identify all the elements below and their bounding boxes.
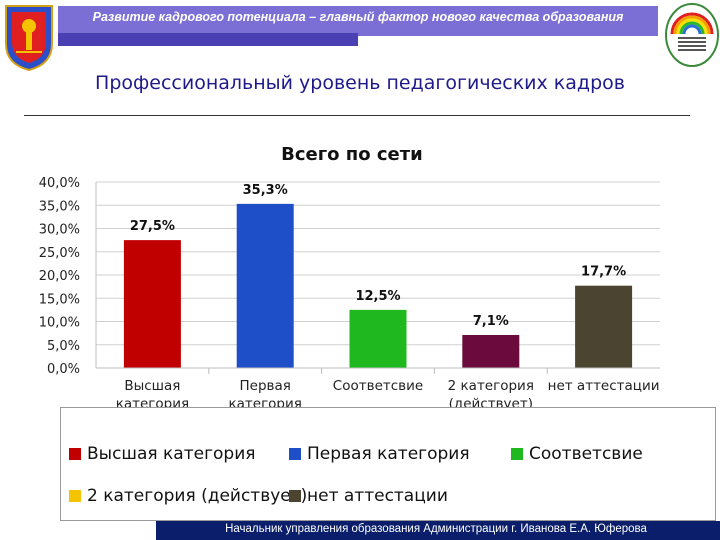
y-tick-label: 40,0%	[39, 176, 80, 191]
legend-swatch-1	[289, 448, 301, 460]
y-tick-label: 20,0%	[39, 269, 80, 284]
legend-item-2: Соответсвие	[511, 444, 643, 464]
legend-swatch-2	[511, 448, 523, 460]
header-title: Развитие кадрового потенциала – главный …	[92, 10, 624, 24]
y-tick-label: 35,0%	[39, 199, 80, 214]
legend-swatch-4	[289, 490, 301, 502]
bar	[123, 240, 181, 368]
bar	[349, 309, 407, 368]
y-tick-label: 25,0%	[39, 246, 80, 261]
bar	[575, 285, 633, 368]
footer-text: Начальник управления образования Админис…	[225, 523, 647, 535]
legend-item-0: Высшая категория	[69, 444, 255, 464]
city-coat-of-arms-icon	[5, 5, 53, 72]
page-title: Профессиональный уровень педагогических …	[95, 72, 625, 94]
legend-item-1: Первая категория	[289, 444, 470, 464]
legend-label-2: Соответсвие	[529, 444, 643, 464]
data-label: 7,1%	[473, 314, 509, 329]
y-tick-label: 0,0%	[47, 362, 80, 377]
bar	[462, 334, 520, 368]
footer-bar	[156, 521, 720, 540]
x-tick-label: нет аттестации	[548, 378, 660, 394]
bar-chart: Всего по сети 0,0% 5,0% 10,0% 15,0% 20,0% 25,…	[39, 144, 660, 412]
data-label: 27,5%	[130, 219, 175, 234]
legend-label-0: Высшая категория	[87, 444, 256, 464]
data-label: 35,3%	[243, 183, 288, 198]
data-label: 12,5%	[355, 289, 400, 304]
data-label: 17,7%	[581, 265, 626, 280]
y-tick-label: 15,0%	[39, 292, 80, 307]
header-bar	[58, 6, 658, 36]
education-department-rainbow-logo-icon	[665, 3, 719, 67]
legend-label-1: Первая категория	[307, 444, 470, 464]
legend-swatch-3	[69, 490, 81, 502]
title-divider	[24, 115, 690, 116]
legend-swatch-0	[69, 448, 81, 460]
bar	[236, 203, 294, 368]
legend-item-3: 2 категория (действует)	[69, 486, 307, 506]
chart-legend: Высшая категория Первая категория Соотве…	[60, 407, 716, 521]
y-tick-label: 5,0%	[47, 339, 80, 354]
legend-label-3: 2 категория (действует)	[87, 486, 308, 506]
header-bar-accent	[58, 33, 358, 46]
x-tick-label: Соответсвие	[333, 378, 423, 394]
chart-title: Всего по сети	[281, 144, 423, 165]
legend-label-4: нет аттестации	[307, 486, 448, 506]
y-tick-label: 30,0%	[39, 223, 80, 238]
y-tick-label: 10,0%	[39, 316, 80, 331]
legend-item-4: нет аттестации	[289, 486, 448, 506]
